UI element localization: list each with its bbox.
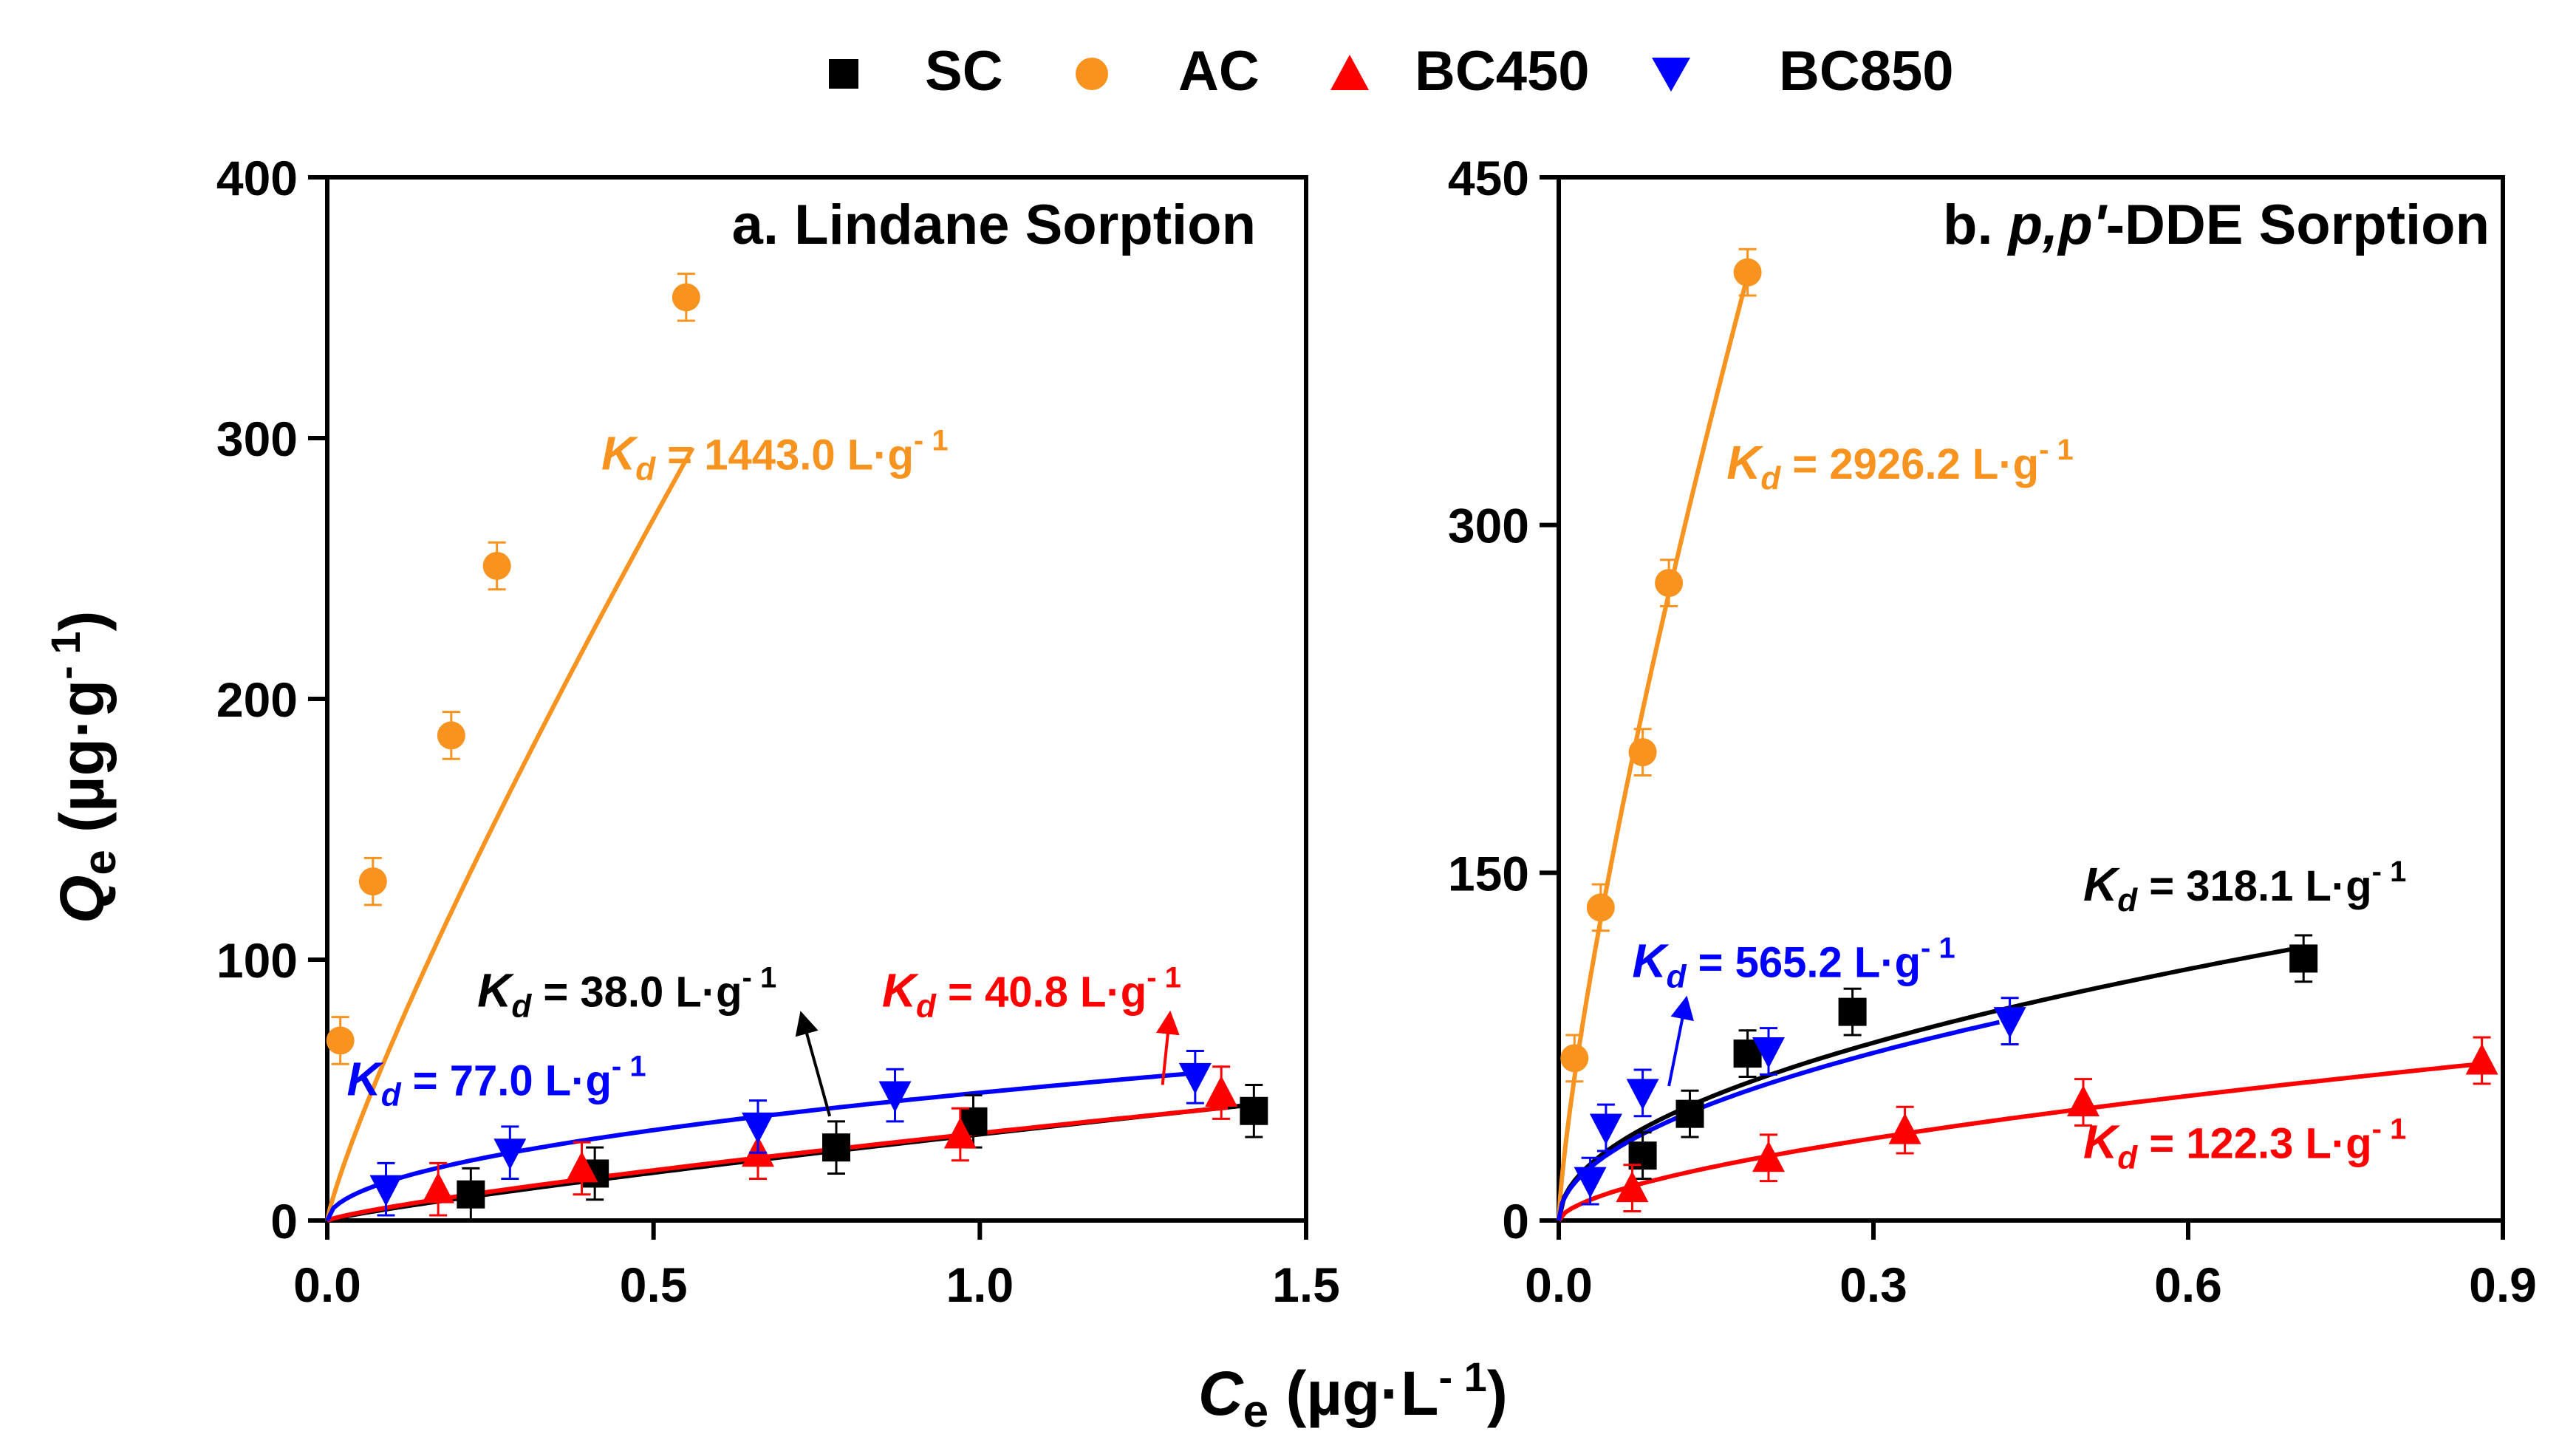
panel-a-point-sc <box>822 1133 850 1162</box>
panel-a-x-tick-label: 0.5 <box>620 1257 688 1312</box>
panel-a-y-tick-label: 0 <box>270 1194 298 1249</box>
legend-label-ac: AC <box>1178 40 1260 103</box>
legend-marker-ac <box>1076 58 1108 90</box>
panel-a-arrow-sc <box>795 1011 832 1117</box>
legend-label-bc450: BC450 <box>1415 40 1590 103</box>
panel-a-lindane: 0.0 0.5 1.0 1.5 0 100 200 300 400 a. Lindane Sorp… <box>216 151 1340 1312</box>
panel-b-arrow-bc850 <box>1667 995 1694 1087</box>
panel-b-kd-label-ac: Kd = 2926.2 L·g- 1 <box>1726 434 2074 496</box>
panel-a-kd-label-bc450: Kd = 40.8 L·g- 1 <box>882 962 1181 1025</box>
panel-b-point-bc450 <box>2465 1043 2498 1075</box>
panel-b-point-bc450 <box>1752 1141 1785 1172</box>
panel-b-x-tick-label: 0.0 <box>1525 1257 1593 1312</box>
panel-b-point-ac <box>1560 1044 1589 1073</box>
panel-b-x-tick-label: 0.6 <box>2154 1257 2222 1312</box>
panel-a-point-bc850 <box>493 1138 527 1170</box>
panel-a-y-tick-label: 300 <box>216 412 298 466</box>
panel-a-point-bc450 <box>565 1151 598 1183</box>
panel-b-fit-curve-bc850 <box>1557 1020 2001 1221</box>
panel-a-point-sc <box>457 1180 485 1209</box>
panel-b-point-bc850 <box>1589 1113 1622 1145</box>
panel-a-point-ac <box>437 721 465 750</box>
panel-a-y-tick-label: 400 <box>216 151 298 205</box>
legend: SC AC BC450 BC850 <box>829 40 1954 103</box>
panel-b-point-bc450 <box>1888 1113 1921 1144</box>
panel-a-point-ac <box>482 551 511 580</box>
legend-item-bc850: BC850 <box>1652 40 1954 103</box>
legend-marker-sc <box>829 59 858 89</box>
panel-b-fit-curve-bc450 <box>1557 1061 2482 1222</box>
panel-b-title: b. p,p'-DDE Sorption <box>1943 194 2490 256</box>
panel-b-point-ac <box>1733 258 1762 287</box>
panel-b-point-bc850 <box>1626 1079 1659 1110</box>
panel-a-point-bc450 <box>943 1117 977 1149</box>
panel-b-plot-frame <box>1557 175 2505 1223</box>
panel-b-x-tick-label: 0.3 <box>1839 1257 1907 1312</box>
panel-b-point-bc450 <box>2067 1085 2100 1116</box>
panel-a-point-bc850 <box>742 1112 774 1144</box>
panel-a-point-bc850 <box>1178 1062 1212 1094</box>
panel-a-point-bc850 <box>878 1081 912 1113</box>
legend-label-sc: SC <box>925 40 1003 103</box>
panel-a-fit-curve-ac <box>325 446 695 1221</box>
panel-a-kd-label-ac: Kd = 1443.0 L·g- 1 <box>601 424 949 487</box>
panel-b-point-ac <box>1586 893 1615 922</box>
panel-b-y-tick-label: 150 <box>1448 846 1529 901</box>
panel-a-x-tick-label: 0.0 <box>293 1257 361 1312</box>
panel-a-title: a. Lindane Sorption <box>732 194 1256 256</box>
panel-b-dde: 0.0 0.3 0.6 0.9 0 150 300 450 b. p,p'-DDE Sorpti… <box>1448 151 2537 1312</box>
panel-a-y-tick-label: 100 <box>216 933 298 988</box>
panel-b-kd-label-bc850: Kd = 565.2 L·g- 1 <box>1632 932 1955 995</box>
panel-a-point-ac <box>358 867 387 896</box>
panel-b-point-bc850 <box>1752 1037 1785 1068</box>
panel-a-kd-label-sc: Kd = 38.0 L·g- 1 <box>477 962 776 1025</box>
legend-marker-bc450 <box>1330 55 1369 90</box>
panel-a-arrow-bc450 <box>1155 1010 1180 1085</box>
panel-a-point-ac <box>326 1026 355 1055</box>
y-axis-title: Qe (µg·g- 1) <box>42 611 126 923</box>
panel-b-point-sc <box>1675 1099 1704 1128</box>
panel-a-point-sc <box>1240 1096 1268 1125</box>
x-axis-title: Ce (µg·L- 1) <box>1198 1353 1508 1437</box>
legend-item-bc450: BC450 <box>1330 40 1590 103</box>
panel-b-point-ac <box>1628 738 1657 767</box>
panel-b-kd-label-sc: Kd = 318.1 L·g- 1 <box>2083 856 2406 918</box>
panel-a-y-tick-label: 200 <box>216 672 298 727</box>
legend-label-bc850: BC850 <box>1779 40 1954 103</box>
panel-b-point-bc450 <box>1616 1171 1649 1203</box>
panel-a-point-bc850 <box>369 1175 403 1206</box>
legend-marker-bc850 <box>1652 58 1690 92</box>
panel-b-kd-label-bc450: Kd = 122.3 L·g- 1 <box>2083 1113 2406 1175</box>
panel-b-point-ac <box>1655 569 1684 598</box>
panel-b-point-sc <box>1838 997 1867 1026</box>
panel-b-fit-curve-ac <box>1557 259 1755 1221</box>
legend-item-sc: SC <box>829 40 1003 103</box>
panel-a-point-bc450 <box>1205 1076 1238 1107</box>
legend-item-ac: AC <box>1076 40 1260 103</box>
panel-b-point-sc <box>2289 944 2318 973</box>
panel-a-kd-label-bc850: Kd = 77.0 L·g- 1 <box>347 1051 646 1113</box>
panel-b-y-tick-label: 300 <box>1448 499 1529 553</box>
panel-a-x-tick-label: 1.0 <box>946 1257 1014 1312</box>
panel-a-point-bc450 <box>422 1172 455 1204</box>
panel-b-x-tick-label: 0.9 <box>2469 1257 2537 1312</box>
panel-b-point-bc850 <box>1574 1167 1607 1198</box>
panel-a-x-tick-label: 1.5 <box>1272 1257 1340 1312</box>
panel-a-point-ac <box>672 283 700 312</box>
panel-b-point-bc850 <box>1993 1007 2026 1039</box>
panel-b-y-tick-label: 450 <box>1448 151 1529 205</box>
panel-b-y-tick-label: 0 <box>1502 1194 1529 1249</box>
